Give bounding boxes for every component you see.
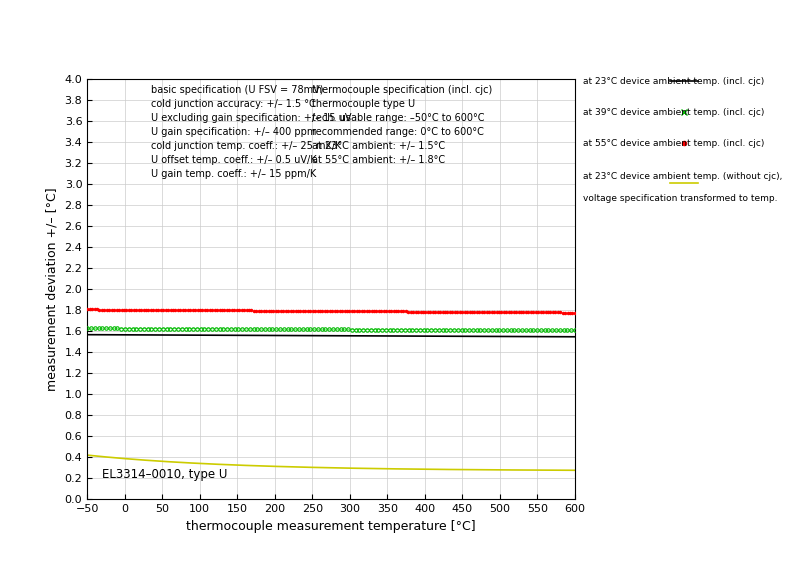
Text: at 23°C device ambient temp. (without cjc),: at 23°C device ambient temp. (without cj… [583, 172, 782, 182]
Text: EL3314–0010, type U: EL3314–0010, type U [102, 468, 228, 481]
Text: at 39°C device ambient temp. (incl. cjc): at 39°C device ambient temp. (incl. cjc) [583, 108, 764, 117]
Text: at 55°C device ambient temp. (incl. cjc): at 55°C device ambient temp. (incl. cjc) [583, 139, 764, 148]
X-axis label: thermocouple measurement temperature [°C]: thermocouple measurement temperature [°C… [186, 519, 476, 533]
Text: thermocouple specification (incl. cjc)
thermocouple type U
tech. usable range: –: thermocouple specification (incl. cjc) t… [312, 85, 492, 165]
Text: basic specification (U FSV = 78mV)
cold junction accuracy: +/– 1.5 °C
U excludin: basic specification (U FSV = 78mV) cold … [151, 85, 351, 179]
Text: at 23°C device ambient temp. (incl. cjc): at 23°C device ambient temp. (incl. cjc) [583, 77, 764, 86]
Y-axis label: measurement deviation +/– [°C]: measurement deviation +/– [°C] [46, 187, 59, 390]
Text: voltage specification transformed to temp.: voltage specification transformed to tem… [583, 194, 777, 203]
